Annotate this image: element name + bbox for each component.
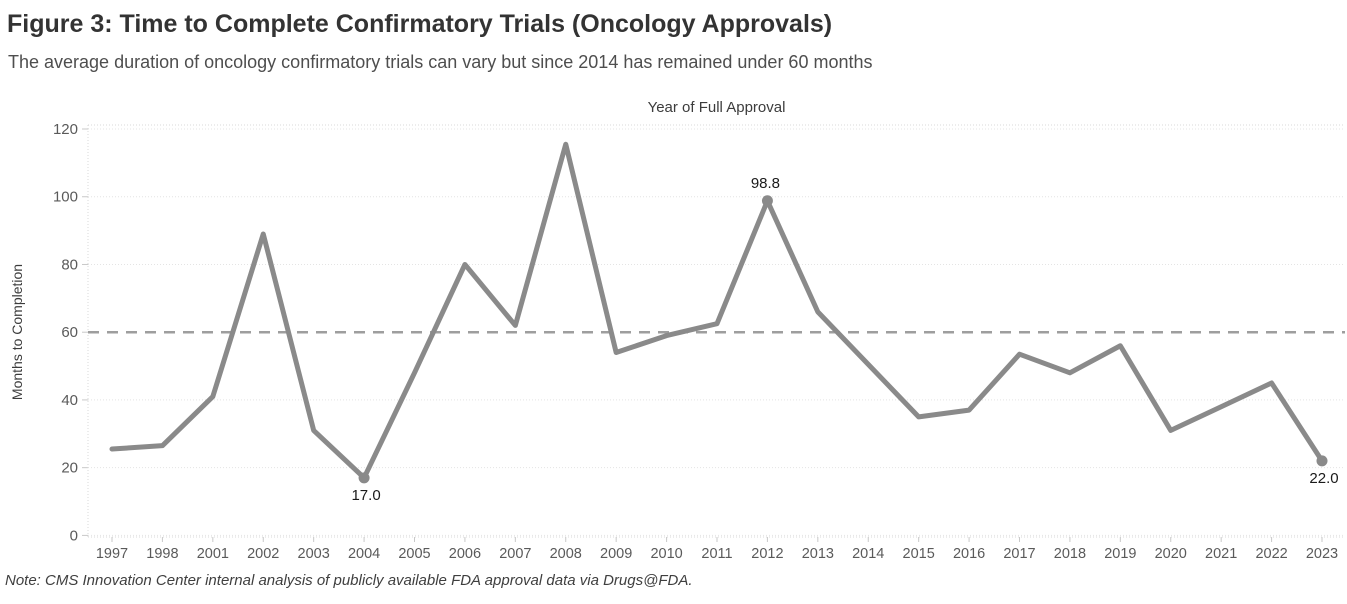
x-tick-label: 1998 — [146, 546, 178, 562]
x-tick-label: 2012 — [751, 546, 783, 562]
x-tick-label: 2011 — [701, 546, 732, 562]
data-point-marker — [761, 195, 773, 207]
x-tick-label: 2007 — [499, 546, 531, 562]
x-tick-label: 2002 — [247, 546, 279, 562]
x-tick-label: 2013 — [802, 546, 834, 562]
x-tick-label: 2017 — [1003, 546, 1035, 562]
x-tick-label: 2001 — [197, 546, 229, 562]
x-tick-label: 2005 — [398, 546, 430, 562]
y-tick-label: 120 — [53, 121, 78, 138]
y-tick-label: 60 — [61, 324, 78, 341]
x-tick-label: 2020 — [1155, 546, 1187, 562]
x-tick-label: 2004 — [348, 546, 380, 562]
y-tick-label: 20 — [61, 460, 78, 477]
y-tick-label: 80 — [61, 256, 78, 273]
data-point-label: 22.0 — [1309, 470, 1338, 487]
data-point-marker — [1316, 455, 1328, 467]
x-tick-label: 2008 — [550, 546, 582, 562]
y-tick-label: 100 — [53, 189, 78, 206]
x-tick-label: 2023 — [1306, 546, 1338, 562]
x-tick-label: 2016 — [953, 546, 985, 562]
x-axis-title: Year of Full Approval — [647, 99, 786, 116]
source-note: Note: CMS Innovation Center internal ana… — [5, 572, 693, 589]
x-tick-label: 1997 — [96, 546, 128, 562]
x-tick-label: 2021 — [1205, 546, 1237, 562]
x-tick-label: 2015 — [903, 546, 935, 562]
x-tick-label: 2006 — [449, 546, 481, 562]
x-tick-label: 2003 — [298, 546, 330, 562]
x-tick-label: 2018 — [1054, 546, 1086, 562]
y-tick-label: 40 — [61, 392, 78, 409]
figure-title: Figure 3: Time to Complete Confirmatory … — [7, 10, 833, 38]
x-tick-label: 2022 — [1255, 546, 1287, 562]
x-tick-label: 2014 — [852, 546, 884, 562]
data-point-label: 17.0 — [351, 487, 380, 504]
x-tick-label: 2019 — [1104, 546, 1136, 562]
figure-subtitle: The average duration of oncology confirm… — [8, 52, 873, 72]
trend-line — [109, 141, 1325, 481]
x-tick-label: 2010 — [650, 546, 682, 562]
data-point-marker — [358, 472, 370, 484]
data-point-label: 98.8 — [751, 175, 780, 192]
x-tick-label: 2009 — [600, 546, 632, 562]
y-tick-label: 0 — [70, 527, 78, 544]
